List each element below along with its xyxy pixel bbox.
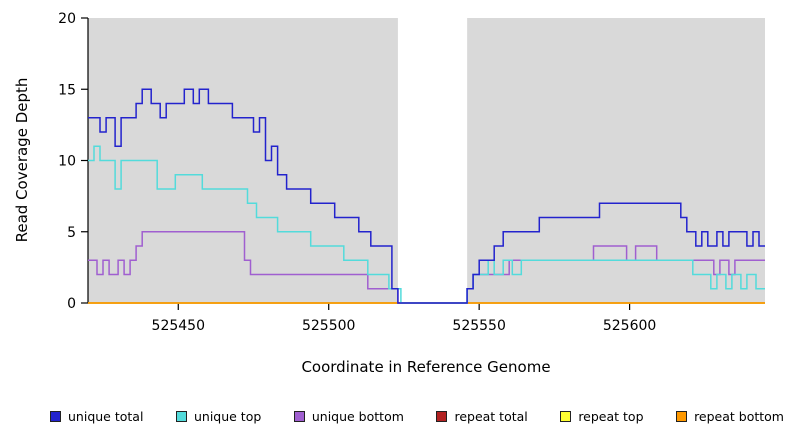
x-tick-label: 525550 [452,318,505,334]
coverage-chart: 0 5 10 15 20 525450 525500 525550 525600 Read Co… [13,11,765,376]
y-tick-label: 20 [58,11,76,27]
x-tick-label: 525500 [302,318,355,334]
shaded-regions [88,18,765,303]
legend-label: repeat total [454,409,528,424]
legend-swatch-icon [560,411,572,422]
legend-label: repeat top [578,409,644,424]
legend-item-unique-total: unique total [50,409,143,424]
legend-label: unique total [68,409,144,424]
legend-swatch-icon [436,411,448,422]
series-line-unique-total [88,88,765,304]
legend-item-repeat-total: repeat total [436,409,528,424]
legend-label: unique bottom [311,409,404,424]
legend-label: repeat bottom [694,409,784,424]
legend-swatch-icon [50,411,61,422]
x-tick-label: 525600 [603,318,656,334]
y-tick-label: 5 [67,225,76,241]
shaded-region [467,18,765,303]
legend-item-unique-bottom: unique bottom [293,409,404,424]
legend-item-repeat-top: repeat top [560,409,644,424]
y-tick-label: 10 [58,154,76,170]
legend-item-repeat-bottom: repeat bottom [676,409,784,424]
legend-item-unique-top: unique top [175,409,262,424]
y-axis-title: Read Coverage Depth [13,78,31,243]
y-tick-label: 15 [58,82,76,98]
chart-legend: unique total unique top unique bottom repea… [50,409,784,424]
legend-swatch-icon [175,411,187,422]
x-tick-label: 525450 [152,318,205,334]
legend-swatch-icon [293,411,305,422]
legend-label: unique top [193,409,262,424]
x-axis-title: Coordinate in Reference Genome [301,358,550,376]
legend-swatch-icon [676,411,688,422]
series-lines [88,88,765,304]
y-tick-label: 0 [67,296,76,312]
axes: 0 5 10 15 20 525450 525500 525550 525600 [58,11,765,334]
